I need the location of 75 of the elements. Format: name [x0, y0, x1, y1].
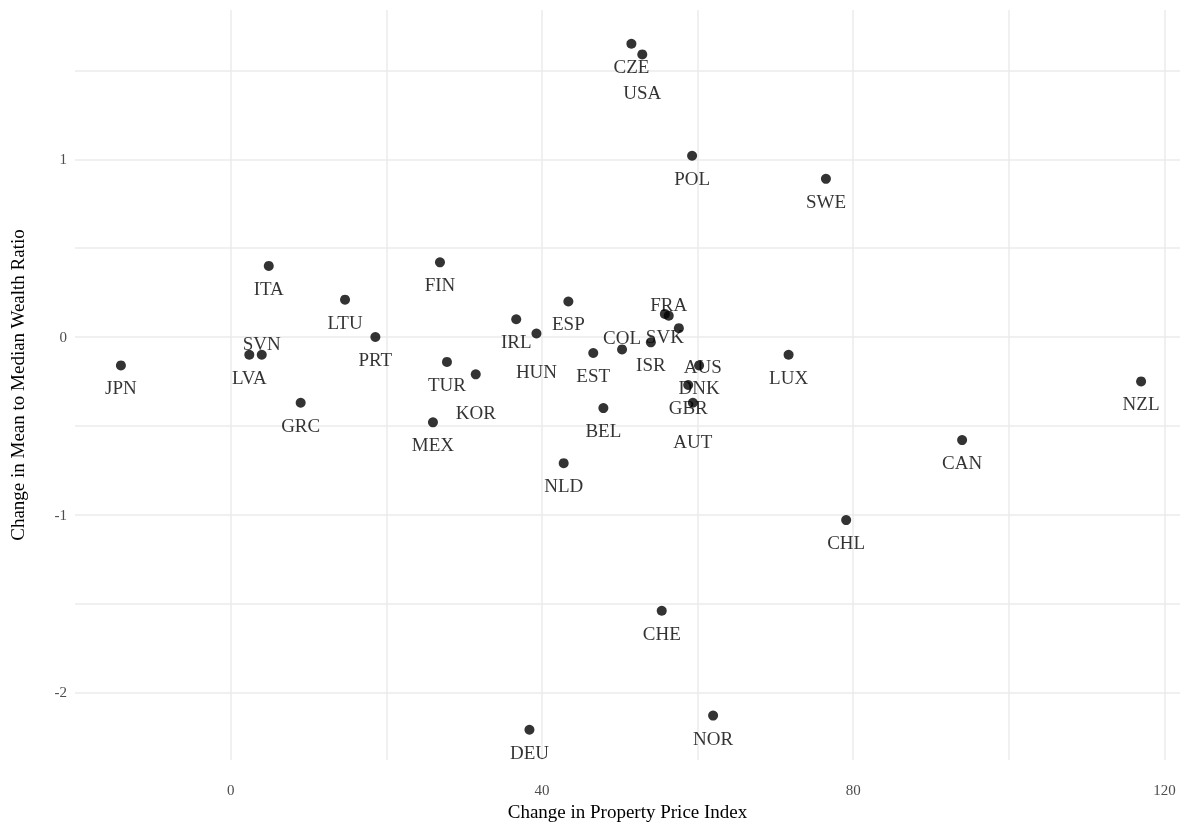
point: [663, 310, 674, 321]
data-label: CHE: [642, 622, 681, 644]
data-label: BEL: [585, 420, 622, 442]
data-label: NLD: [544, 475, 584, 497]
point: [687, 150, 698, 161]
point: [256, 349, 267, 360]
data-label: IRL: [500, 331, 532, 353]
data-label: ESP: [551, 313, 585, 335]
point: [558, 458, 569, 469]
data-label: JPN: [105, 377, 138, 399]
data-label: NOR: [693, 727, 734, 749]
data-label: SVK: [645, 325, 685, 347]
data-label: POL: [674, 167, 711, 189]
data-label: LUX: [769, 366, 809, 388]
point: [820, 173, 831, 184]
data-label: LTU: [327, 311, 363, 333]
data-label: DNK: [678, 377, 720, 399]
point: [441, 356, 452, 367]
point: [957, 435, 968, 446]
point: [841, 515, 852, 526]
point: [598, 403, 609, 414]
point: [783, 349, 794, 360]
y-tick-label: 0: [59, 329, 67, 346]
data-label: SVN: [242, 332, 282, 354]
data-label: USA: [623, 82, 662, 104]
x-tick-label: 120: [1153, 781, 1176, 798]
y-tick-label: -1: [54, 506, 67, 523]
point: [295, 397, 306, 408]
point: [617, 344, 628, 355]
y-tick-label: -2: [54, 684, 67, 701]
data-label: HUN: [515, 361, 558, 383]
point: [427, 417, 438, 428]
point: [626, 38, 637, 49]
point: [470, 369, 481, 380]
data-label: ITA: [253, 277, 285, 299]
data-label: AUT: [673, 430, 713, 452]
data-label: NZL: [1122, 393, 1160, 415]
point: [244, 349, 255, 360]
data-label: KOR: [455, 402, 497, 424]
point: [656, 605, 667, 616]
data-label: GRC: [281, 414, 321, 436]
point: [588, 348, 599, 359]
point: [1136, 376, 1147, 387]
data-label: TUR: [427, 373, 467, 395]
point: [370, 332, 381, 343]
point: [708, 710, 719, 721]
data-label: CHL: [827, 532, 866, 554]
point: [637, 49, 648, 60]
point: [340, 294, 351, 305]
point: [263, 260, 274, 271]
point: [563, 296, 574, 307]
point: [115, 360, 126, 371]
data-label: CZE: [613, 55, 650, 77]
x-tick-label: 80: [845, 781, 861, 798]
x-tick-label: 40: [534, 781, 550, 798]
x-tick-label: 0: [226, 781, 235, 798]
data-label: PRT: [358, 349, 393, 371]
data-label: GBR: [668, 397, 709, 418]
data-label: FRA: [650, 293, 688, 315]
y-tick-label: 1: [59, 151, 67, 168]
x-axis-title: Change in Property Price Index: [507, 800, 748, 822]
data-label: FIN: [424, 274, 456, 296]
data-label: DEU: [509, 741, 550, 763]
point: [524, 724, 535, 735]
y-axis-title: Change in Mean to Median Wealth Ratio: [7, 229, 28, 541]
data-label: ISR: [636, 354, 666, 376]
data-label: EST: [576, 365, 611, 387]
data-label: LVA: [231, 366, 268, 388]
data-label: COL: [603, 327, 642, 349]
point: [531, 328, 542, 339]
point: [434, 257, 445, 268]
data-label: SWE: [805, 190, 846, 212]
data-label: CAN: [942, 452, 983, 474]
data-label: MEX: [411, 434, 455, 456]
point: [511, 314, 522, 325]
